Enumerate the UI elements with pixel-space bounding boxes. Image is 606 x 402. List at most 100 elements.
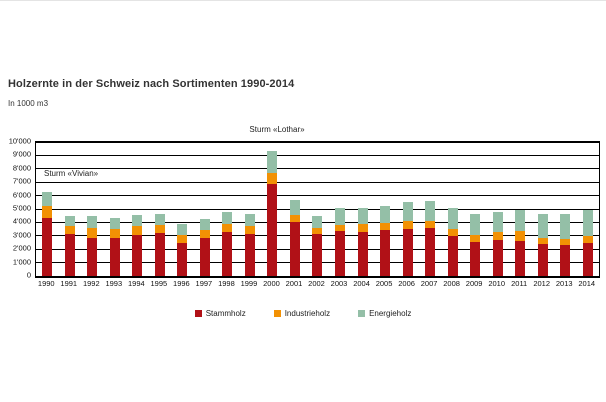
bar-segment-stammholz-2000 bbox=[267, 184, 278, 276]
bar-segment-industrieholz-2005 bbox=[380, 223, 391, 230]
bar-segment-energieholz-1996 bbox=[177, 223, 188, 236]
bar-segment-stammholz-2014 bbox=[582, 243, 593, 276]
bar-segment-stammholz-1998 bbox=[222, 232, 233, 276]
bar-segment-industrieholz-1992 bbox=[87, 228, 98, 238]
x-axis-label-2007: 2007 bbox=[420, 279, 438, 288]
bar-2009 bbox=[470, 213, 481, 276]
bar-segment-energieholz-2012 bbox=[537, 214, 548, 238]
bar-1993 bbox=[109, 218, 120, 276]
bar-2011 bbox=[515, 209, 526, 276]
x-axis-label-1991: 1991 bbox=[60, 279, 78, 288]
bar-segment-stammholz-2002 bbox=[312, 233, 323, 276]
bar-slot-1990 bbox=[36, 191, 59, 276]
y-axis-label-0: 0 bbox=[26, 270, 31, 280]
bar-1997 bbox=[199, 219, 210, 276]
x-axis-label-1999: 1999 bbox=[240, 279, 258, 288]
bar-segment-industrieholz-1998 bbox=[222, 224, 233, 233]
bar-slot-1992 bbox=[81, 216, 104, 276]
x-axis-label-2014: 2014 bbox=[578, 279, 596, 288]
bar-segment-energieholz-2001 bbox=[289, 200, 300, 216]
annotation-sturm-lothar: Sturm «Lothar» bbox=[249, 125, 305, 134]
bar-2005 bbox=[380, 205, 391, 276]
bar-segment-energieholz-1998 bbox=[222, 212, 233, 225]
bar-slot-2008 bbox=[441, 208, 464, 276]
x-axis-label-2012: 2012 bbox=[533, 279, 551, 288]
bar-slot-2012 bbox=[531, 214, 554, 276]
gridline-9000 bbox=[36, 154, 599, 156]
bar-segment-industrieholz-1999 bbox=[244, 225, 255, 234]
bar-2004 bbox=[357, 207, 368, 276]
bar-segment-stammholz-2010 bbox=[492, 239, 503, 276]
bar-slot-2014 bbox=[576, 210, 599, 276]
bar-segment-stammholz-1993 bbox=[109, 237, 120, 276]
y-axis-label-3000: 3'000 bbox=[12, 230, 31, 240]
x-axis-label-2010: 2010 bbox=[488, 279, 505, 288]
bar-slot-2006 bbox=[396, 201, 419, 276]
gridline-7000 bbox=[36, 181, 599, 183]
x-axis-label-1994: 1994 bbox=[127, 279, 145, 288]
bar-segment-industrieholz-1990 bbox=[42, 205, 53, 219]
bar-segment-stammholz-2011 bbox=[515, 240, 526, 276]
bar-1991 bbox=[64, 216, 75, 276]
legend-label-stammholz: Stammholz bbox=[205, 309, 246, 318]
x-axis-label-2001: 2001 bbox=[285, 279, 303, 288]
gridline-8000 bbox=[36, 168, 599, 170]
bar-segment-energieholz-1999 bbox=[244, 213, 255, 226]
bar-segment-stammholz-1996 bbox=[177, 242, 188, 276]
bar-segment-industrieholz-2011 bbox=[515, 231, 526, 241]
bar-segment-stammholz-1991 bbox=[64, 234, 75, 276]
x-axis-label-2004: 2004 bbox=[353, 279, 370, 288]
bar-segment-industrieholz-2006 bbox=[402, 221, 413, 230]
plot-area: Sturm «Vivian» bbox=[35, 141, 600, 278]
x-axis-label-2003: 2003 bbox=[330, 279, 348, 288]
chart-legend: Stammholz Industrieholz Energieholz bbox=[0, 309, 606, 318]
legend-swatch-stammholz bbox=[194, 310, 202, 317]
x-axis-label-2013: 2013 bbox=[555, 279, 573, 288]
bar-slot-2000 bbox=[261, 151, 284, 276]
x-axis-label-1990: 1990 bbox=[37, 279, 55, 288]
bar-1992 bbox=[87, 216, 98, 276]
bar-segment-energieholz-2002 bbox=[312, 216, 323, 228]
bar-2001 bbox=[289, 200, 300, 276]
x-axis-label-1998: 1998 bbox=[218, 279, 235, 288]
y-axis-label-10000: 10'000 bbox=[8, 136, 31, 146]
bar-1990 bbox=[42, 191, 53, 276]
bar-segment-stammholz-1999 bbox=[244, 233, 255, 276]
legend-item-industrieholz: Industrieholz bbox=[273, 309, 330, 318]
bar-segment-industrieholz-1994 bbox=[132, 226, 143, 236]
bar-segment-stammholz-1992 bbox=[87, 237, 98, 276]
bar-segment-industrieholz-2007 bbox=[425, 221, 436, 229]
y-axis-label-5000: 5'000 bbox=[12, 203, 31, 213]
bar-segment-industrieholz-2012 bbox=[537, 237, 548, 244]
y-axis-label-7000: 7'000 bbox=[12, 176, 31, 186]
x-axis-label-1995: 1995 bbox=[150, 279, 168, 288]
legend-label-energieholz: Energieholz bbox=[369, 309, 412, 318]
bar-slot-1996 bbox=[171, 223, 194, 276]
bar-2007 bbox=[425, 200, 436, 276]
bar-segment-industrieholz-2000 bbox=[267, 172, 278, 185]
bar-slot-1991 bbox=[59, 216, 82, 276]
bar-slot-1998 bbox=[216, 212, 239, 276]
y-axis-label-8000: 8'000 bbox=[12, 163, 31, 173]
legend-item-stammholz: Stammholz bbox=[194, 309, 246, 318]
bar-segment-energieholz-1991 bbox=[64, 216, 75, 227]
bar-slot-2009 bbox=[464, 213, 487, 276]
chart-unit-label: In 1000 m3 bbox=[8, 99, 49, 108]
bar-1994 bbox=[132, 215, 143, 276]
bar-segment-stammholz-2012 bbox=[537, 243, 548, 276]
bar-slot-2013 bbox=[554, 213, 577, 276]
x-axis-label-2002: 2002 bbox=[308, 279, 325, 288]
bar-segment-energieholz-2013 bbox=[560, 213, 571, 240]
bar-segment-industrieholz-2009 bbox=[470, 235, 481, 242]
x-axis-label-1993: 1993 bbox=[105, 279, 123, 288]
x-axis-label-2008: 2008 bbox=[443, 279, 460, 288]
y-axis-label-4000: 4'000 bbox=[12, 216, 31, 226]
bar-segment-stammholz-2003 bbox=[335, 231, 345, 276]
bar-2003 bbox=[335, 208, 345, 276]
bar-segment-stammholz-2001 bbox=[289, 222, 300, 276]
bar-segment-stammholz-2008 bbox=[447, 236, 458, 276]
bar-2008 bbox=[447, 208, 458, 276]
annotation-sturm-vivian: Sturm «Vivian» bbox=[44, 169, 99, 178]
x-axis-label-2000: 2000 bbox=[263, 279, 280, 288]
bar-slot-2002 bbox=[306, 216, 329, 276]
